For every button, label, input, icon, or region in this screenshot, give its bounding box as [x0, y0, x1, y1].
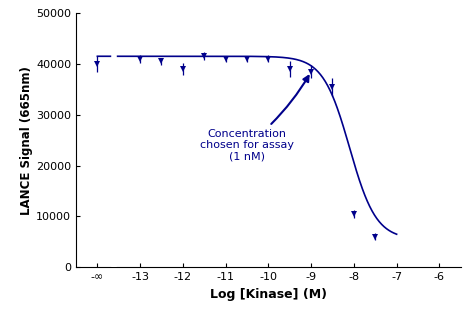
Text: Concentration
chosen for assay
(1 nM): Concentration chosen for assay (1 nM)	[200, 76, 309, 162]
Y-axis label: LANCE Signal (665nm): LANCE Signal (665nm)	[20, 66, 33, 215]
X-axis label: Log [Kinase] (M): Log [Kinase] (M)	[210, 288, 327, 301]
